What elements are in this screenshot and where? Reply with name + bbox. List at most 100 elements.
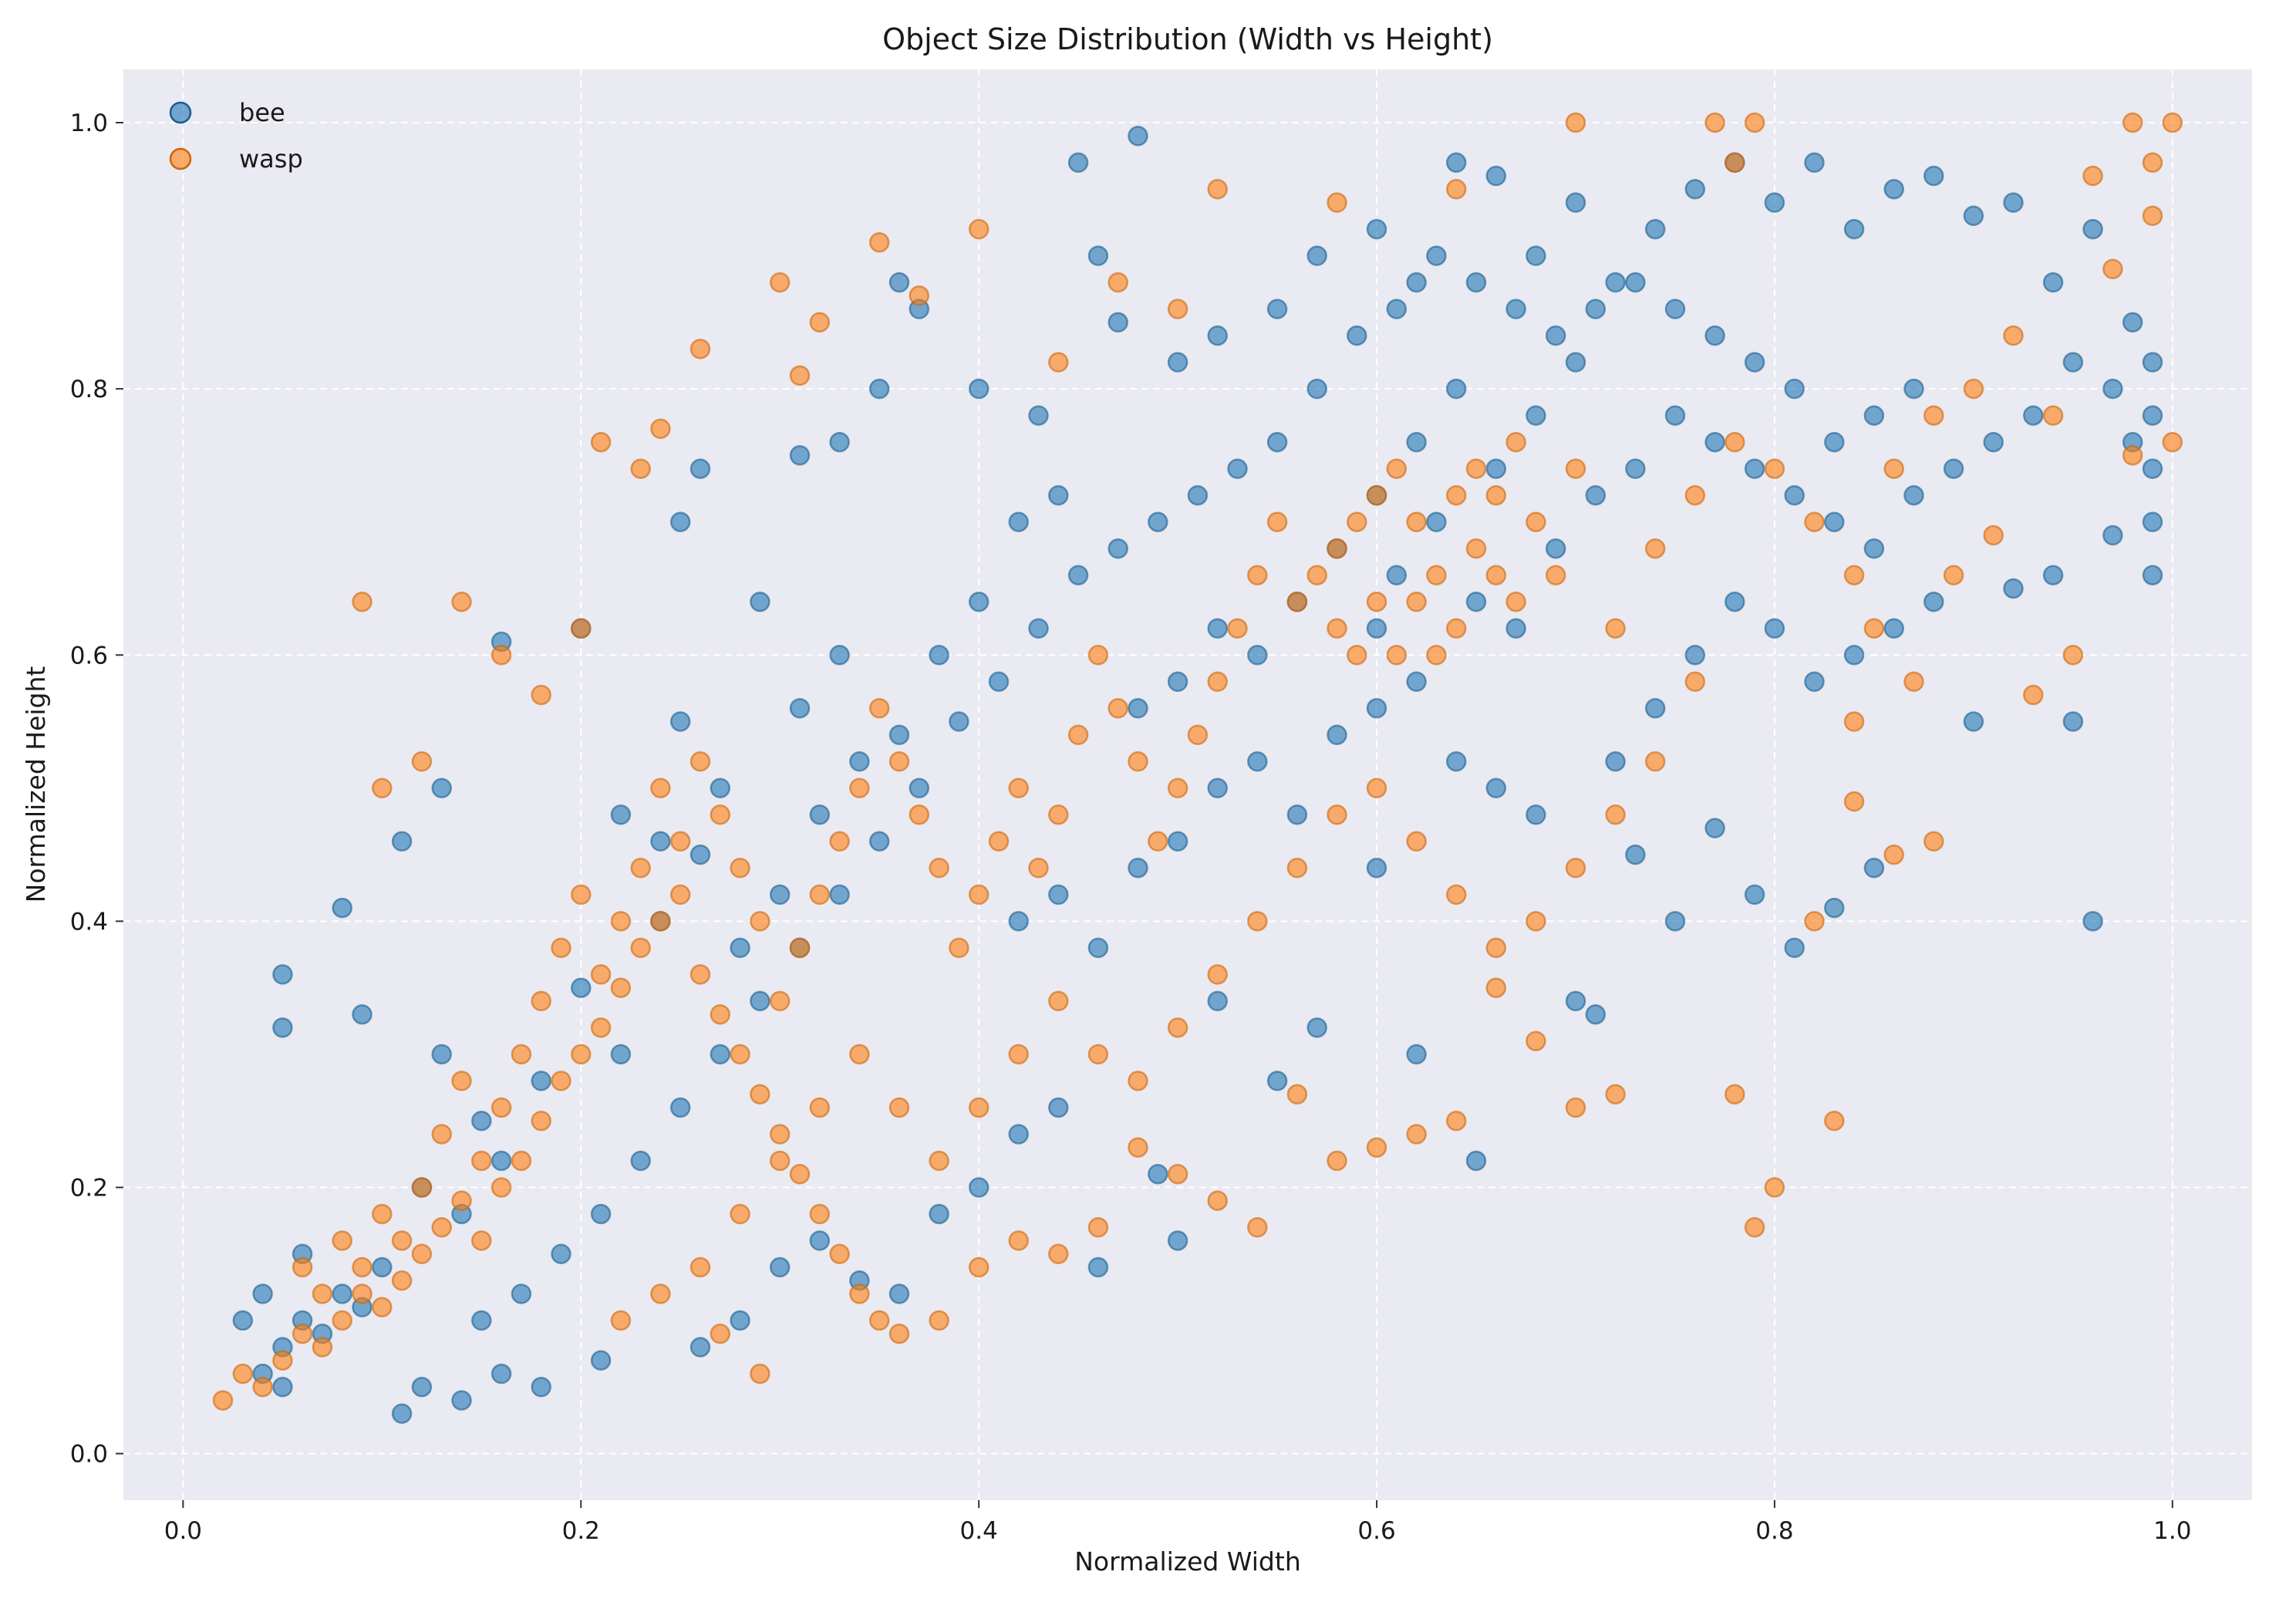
x-tick-label: 0.6 <box>1357 1517 1395 1545</box>
data-point-wasp <box>1883 844 1904 865</box>
data-point-wasp <box>630 858 651 879</box>
data-point-bee <box>1266 1071 1288 1091</box>
data-point-bee <box>1625 271 1646 293</box>
data-point-wasp <box>2023 684 2044 706</box>
data-point-bee <box>1306 378 1327 400</box>
data-point-wasp <box>1048 1243 1069 1265</box>
data-point-bee <box>1863 538 1885 559</box>
data-point-wasp <box>1744 112 1765 133</box>
data-point-bee <box>1565 990 1586 1012</box>
data-point-wasp <box>1764 458 1785 479</box>
data-point-bee <box>650 831 671 852</box>
grid-lines <box>123 69 2252 1500</box>
data-point-bee <box>1784 937 1805 959</box>
data-point-bee <box>1605 751 1626 772</box>
series-wasp <box>212 112 2183 1411</box>
data-point-wasp <box>809 312 831 333</box>
data-point-wasp <box>849 1283 870 1304</box>
data-point-bee <box>1903 484 1924 506</box>
data-point-bee <box>1087 1256 1109 1278</box>
data-point-wasp <box>590 964 612 985</box>
data-point-wasp <box>2122 445 2143 466</box>
data-point-bee <box>431 777 452 799</box>
data-point-wasp <box>571 1044 592 1065</box>
data-point-bee <box>1923 591 1944 612</box>
data-point-wasp <box>789 1163 811 1185</box>
data-point-bee <box>1526 405 1546 426</box>
data-point-wasp <box>949 937 969 959</box>
data-point-wasp <box>1347 645 1367 666</box>
data-point-bee <box>1286 804 1308 825</box>
data-point-wasp <box>988 831 1010 852</box>
data-point-wasp <box>1148 831 1168 852</box>
data-point-wasp <box>1704 112 1725 133</box>
data-point-bee <box>1605 271 1626 293</box>
data-point-wasp <box>312 1283 333 1304</box>
data-point-wasp <box>909 285 930 306</box>
data-point-wasp <box>372 1203 393 1225</box>
data-point-wasp <box>1286 858 1308 879</box>
data-point-wasp <box>212 1390 234 1411</box>
data-point-wasp <box>710 1324 731 1344</box>
data-point-wasp <box>610 1310 632 1331</box>
data-point-bee <box>1883 618 1904 639</box>
data-point-wasp <box>1684 671 1706 693</box>
data-point-wasp <box>1187 724 1209 746</box>
data-point-wasp <box>1505 591 1526 612</box>
data-point-bee <box>1108 538 1128 559</box>
data-point-bee <box>968 378 990 400</box>
data-point-wasp <box>769 1124 791 1145</box>
data-point-wasp <box>1087 1044 1109 1065</box>
data-point-wasp <box>1565 858 1586 879</box>
data-point-wasp <box>2042 405 2064 426</box>
data-point-wasp <box>1983 524 2004 546</box>
data-point-bee <box>1664 911 1686 932</box>
data-point-bee <box>1067 152 1089 174</box>
data-point-bee <box>1625 458 1646 479</box>
data-point-wasp <box>531 990 551 1012</box>
data-point-wasp <box>1286 1084 1308 1105</box>
data-point-wasp <box>1167 298 1188 319</box>
data-point-bee <box>2142 458 2163 479</box>
data-point-wasp <box>968 218 990 240</box>
data-point-bee <box>1465 271 1487 293</box>
x-tick-label: 0.0 <box>164 1517 202 1545</box>
data-point-wasp <box>1327 538 1347 559</box>
data-point-wasp <box>1545 565 1566 585</box>
data-point-wasp <box>1347 511 1367 532</box>
data-point-wasp <box>829 1243 850 1265</box>
data-point-wasp <box>292 1256 313 1278</box>
data-point-wasp <box>1764 1177 1785 1198</box>
data-point-bee <box>1406 271 1427 293</box>
data-point-bee <box>2023 405 2044 426</box>
data-point-wasp <box>1406 1124 1427 1145</box>
data-point-wasp <box>809 884 831 906</box>
data-point-bee <box>1465 1150 1487 1172</box>
data-point-bee <box>1207 990 1228 1012</box>
data-point-bee <box>829 884 850 906</box>
data-point-wasp <box>1644 751 1666 772</box>
legend-marker-wasp <box>169 147 192 170</box>
data-point-bee <box>1366 218 1387 240</box>
data-point-bee <box>1983 431 2004 453</box>
data-point-bee <box>1266 298 1288 319</box>
data-point-bee <box>1008 1124 1029 1145</box>
data-point-bee <box>2142 405 2163 426</box>
data-point-wasp <box>1605 1084 1626 1105</box>
data-point-wasp <box>1963 378 1984 400</box>
data-point-wasp <box>1227 618 1248 639</box>
data-point-wasp <box>551 937 571 959</box>
data-point-bee <box>1048 884 1069 906</box>
axis-ticks: 0.0 0.2 0.4 0.6 0.8 1.0 0.0 0.2 0.4 0.6 0.8 1.0 <box>70 110 2192 1545</box>
data-point-bee <box>1207 777 1228 799</box>
data-point-wasp <box>849 777 870 799</box>
data-point-bee <box>332 897 352 919</box>
data-point-bee <box>1526 804 1546 825</box>
data-point-bee <box>1644 698 1666 719</box>
data-point-wasp <box>332 1230 352 1251</box>
data-point-wasp <box>829 831 850 852</box>
data-point-bee <box>1167 831 1188 852</box>
data-point-wasp <box>1327 1150 1347 1172</box>
data-point-bee <box>1903 378 1924 400</box>
data-point-bee <box>710 1044 731 1065</box>
